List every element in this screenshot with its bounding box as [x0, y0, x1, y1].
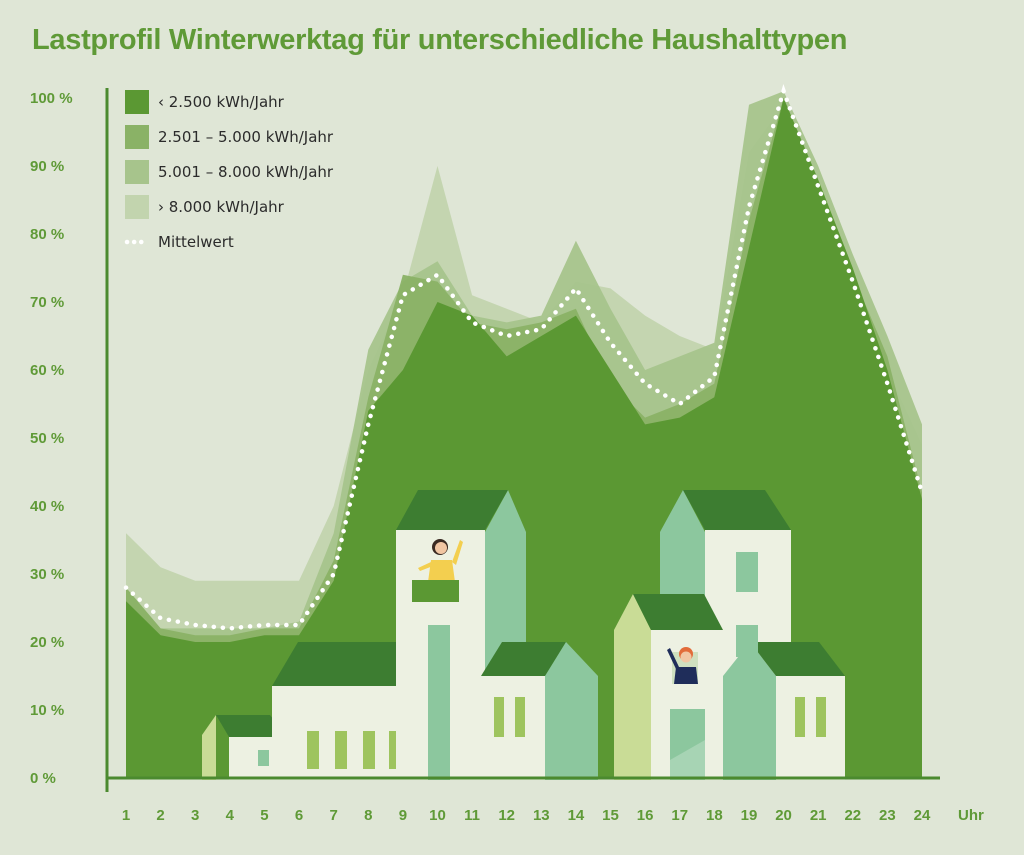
y-tick-label: 40 %: [30, 498, 64, 515]
house-tall-right-roof: [683, 490, 791, 530]
woman-head: [435, 542, 447, 554]
x-tick-label: 8: [364, 807, 372, 824]
x-axis-label: Uhr: [958, 807, 984, 824]
house-small-roof: [216, 715, 287, 737]
legend-swatch-4: [125, 195, 149, 219]
house-long-window-2: [335, 731, 347, 769]
y-tick-label: 70 %: [30, 294, 64, 311]
legend-swatch-2: [125, 125, 149, 149]
x-tick-label: 16: [637, 807, 654, 824]
man-head: [680, 651, 692, 663]
house-medium-window-1: [494, 697, 504, 737]
house-right-window-2: [816, 697, 826, 737]
x-tick-label: 22: [844, 807, 861, 824]
y-tick-label: 60 %: [30, 362, 64, 379]
balcony: [412, 580, 459, 602]
y-tick-label: 100 %: [30, 90, 73, 107]
house-medium-roof: [481, 642, 566, 676]
legend-label-mean: Mittelwert: [158, 233, 234, 251]
woman-arm-side: [418, 562, 433, 571]
x-tick-label: 11: [464, 807, 480, 824]
house-small-window: [258, 750, 269, 766]
house-man-side: [614, 594, 651, 780]
x-tick-label: 5: [260, 807, 268, 824]
house-right-upper-window: [736, 625, 758, 657]
man-body: [674, 667, 698, 684]
x-tick-label: 9: [399, 807, 407, 824]
x-tick-label: 17: [671, 807, 688, 824]
axes-group: 0 % 10 % 20 % 30 % 40 % 50 % 60 % 70 % 80 % 90 % 1…: [30, 88, 984, 824]
y-tick-label: 90 %: [30, 158, 64, 175]
house-right-wall: [776, 676, 845, 780]
x-tick-label: 10: [429, 807, 446, 824]
house-man-door-shade: [670, 740, 705, 780]
x-tick-label: 1: [122, 807, 130, 824]
y-tick-label: 50 %: [30, 430, 64, 447]
x-tick-label: 3: [191, 807, 199, 824]
y-tick-label: 30 %: [30, 566, 64, 583]
house-medium-wall: [481, 676, 545, 780]
woman-arm-raised: [452, 540, 463, 565]
x-tick-label: 14: [568, 807, 585, 824]
house-tall-left-door: [428, 625, 450, 780]
house-right-side: [723, 642, 776, 780]
x-tick-label: 15: [602, 807, 619, 824]
x-tick-label: 21: [810, 807, 827, 824]
mean-series-line: [123, 84, 925, 631]
x-tick-label: 23: [879, 807, 896, 824]
house-medium-side: [545, 642, 598, 780]
x-tick-label: 13: [533, 807, 550, 824]
legend-swatch-1: [125, 90, 149, 114]
x-tick-label: 18: [706, 807, 723, 824]
houses-illustration: [202, 490, 845, 780]
legend: ‹ 2.500 kWh/Jahr 2.501 – 5.000 kWh/Jahr 5.…: [124, 90, 334, 251]
house-man-roof: [633, 594, 723, 630]
x-tick-label: 12: [498, 807, 515, 824]
x-tick-label: 7: [329, 807, 337, 824]
house-right-roof: [750, 642, 845, 676]
x-tick-label: 19: [741, 807, 758, 824]
legend-label-3: 5.001 – 8.000 kWh/Jahr: [158, 163, 334, 181]
legend-label-4: › 8.000 kWh/Jahr: [158, 198, 285, 216]
house-small-side: [202, 715, 216, 780]
house-right-window-1: [795, 697, 805, 737]
chart-title: Lastprofil Winterwerktag für unterschied…: [32, 24, 848, 56]
legend-swatch-3: [125, 160, 149, 184]
y-tick-label: 80 %: [30, 226, 64, 243]
woman-body: [428, 560, 455, 582]
x-tick-label: 24: [914, 807, 931, 824]
house-tall-left-roof: [396, 490, 508, 530]
x-tick-label: 6: [295, 807, 303, 824]
x-tick-label: 2: [156, 807, 164, 824]
house-long-window-1: [307, 731, 319, 769]
house-medium-window-2: [515, 697, 525, 737]
y-tick-label: 0 %: [30, 770, 56, 787]
y-tick-label: 10 %: [30, 702, 64, 719]
x-tick-label: 4: [226, 807, 235, 824]
legend-label-1: ‹ 2.500 kWh/Jahr: [158, 93, 285, 111]
y-tick-label: 20 %: [30, 634, 64, 651]
x-tick-label: 20: [775, 807, 792, 824]
house-tall-right-window: [736, 552, 758, 592]
house-long-window-3: [363, 731, 375, 769]
mean-line-group: [123, 84, 925, 631]
man-arm-raised: [667, 648, 679, 669]
legend-label-2: 2.501 – 5.000 kWh/Jahr: [158, 128, 334, 146]
